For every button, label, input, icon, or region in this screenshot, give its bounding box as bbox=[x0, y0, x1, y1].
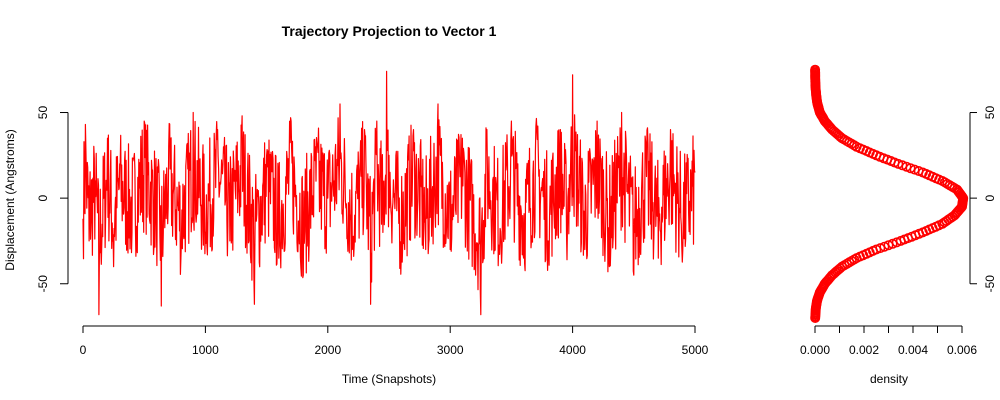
density-points bbox=[810, 64, 969, 323]
density-y-tick-label: 0 bbox=[983, 194, 997, 201]
main-y-tick-label: -50 bbox=[36, 275, 50, 293]
main-x-tick-label: 1000 bbox=[192, 343, 219, 357]
main-y-tick-label: 50 bbox=[36, 106, 50, 120]
chart-title: Trajectory Projection to Vector 1 bbox=[282, 23, 497, 39]
main-y-tick-label: 0 bbox=[36, 194, 50, 201]
main-x-tick-label: 0 bbox=[80, 343, 87, 357]
main-y-axis: -50 0 50 bbox=[36, 106, 69, 293]
x-axis-title: Time (Snapshots) bbox=[342, 372, 436, 386]
density-y-axis: -50 0 50 bbox=[969, 106, 997, 293]
density-x-tick-label: 0.000 bbox=[800, 343, 830, 357]
density-x-tick-label: 0.002 bbox=[849, 343, 879, 357]
main-x-tick-label: 2000 bbox=[314, 343, 341, 357]
density-point bbox=[810, 64, 821, 75]
density-x-tick-label: 0.006 bbox=[947, 343, 977, 357]
trajectory-series-line bbox=[82, 70, 696, 316]
density-y-tick-label: -50 bbox=[983, 275, 997, 293]
density-plot: 0.000 0.002 0.004 0.006 -50 0 50 density bbox=[800, 64, 997, 386]
density-x-axis-title: density bbox=[870, 372, 908, 386]
main-x-tick-label: 4000 bbox=[559, 343, 586, 357]
main-x-tick-label: 3000 bbox=[437, 343, 464, 357]
main-x-tick-label: 5000 bbox=[682, 343, 709, 357]
y-axis-title: Displacement (Angstroms) bbox=[3, 129, 17, 270]
density-y-tick-label: 50 bbox=[983, 106, 997, 120]
density-x-axis: 0.000 0.002 0.004 0.006 bbox=[800, 325, 977, 357]
main-x-axis: 0 1000 2000 3000 4000 5000 bbox=[80, 325, 709, 357]
density-x-tick-label: 0.004 bbox=[898, 343, 928, 357]
